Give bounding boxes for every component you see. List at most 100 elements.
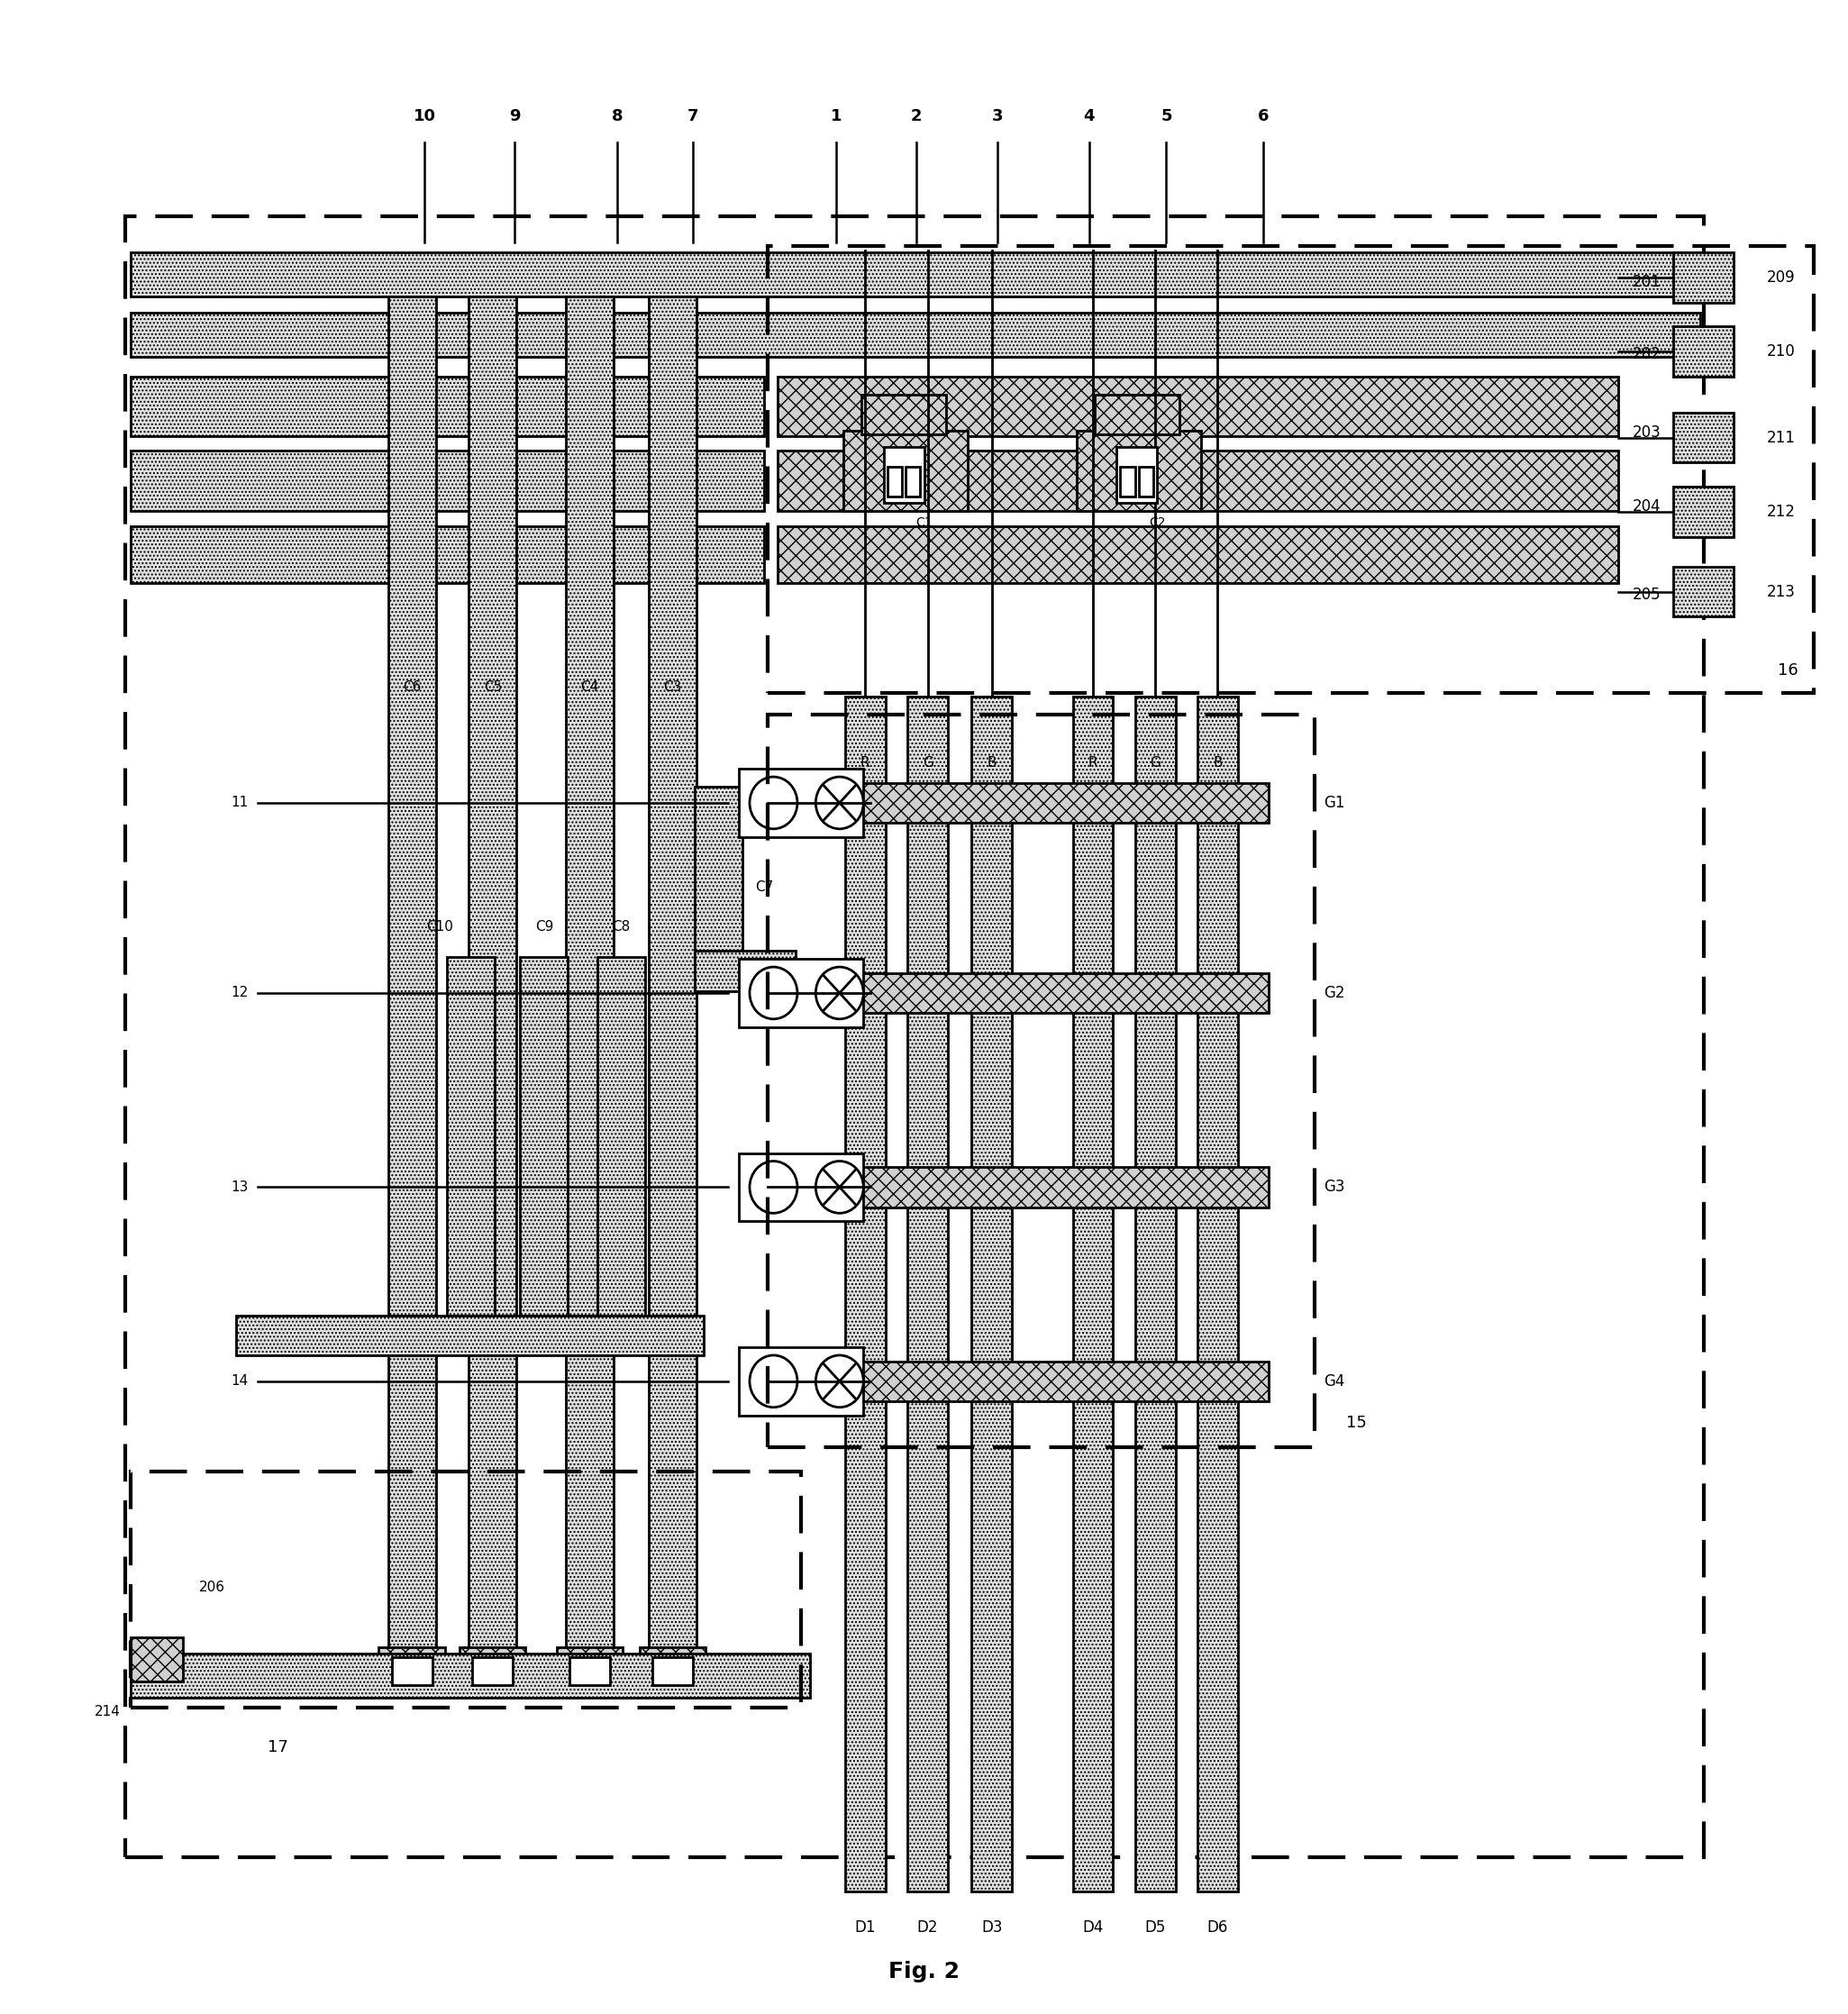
Bar bbox=[131, 1472, 800, 1708]
Text: C6: C6 bbox=[403, 681, 421, 693]
Text: 4: 4 bbox=[1083, 109, 1094, 125]
Bar bbox=[131, 312, 1700, 356]
Text: 3: 3 bbox=[992, 109, 1003, 125]
Bar bbox=[126, 215, 1704, 1857]
Text: 15: 15 bbox=[1345, 1416, 1368, 1432]
Bar bbox=[597, 957, 645, 1351]
Bar bbox=[131, 1637, 183, 1682]
Bar bbox=[1094, 395, 1179, 435]
Bar bbox=[1120, 467, 1135, 497]
Bar bbox=[739, 1347, 863, 1416]
Bar bbox=[131, 377, 765, 437]
Bar bbox=[569, 1658, 610, 1686]
Text: B: B bbox=[987, 755, 996, 769]
Bar bbox=[822, 783, 1270, 824]
Bar bbox=[822, 973, 1270, 1013]
Bar bbox=[1138, 467, 1153, 497]
Text: 9: 9 bbox=[508, 109, 521, 125]
Bar bbox=[739, 769, 863, 838]
Bar bbox=[649, 296, 697, 1651]
Bar bbox=[652, 1658, 693, 1686]
Text: 205: 205 bbox=[1632, 586, 1661, 602]
Bar bbox=[887, 467, 902, 497]
Bar bbox=[565, 296, 614, 1651]
Text: 206: 206 bbox=[200, 1581, 225, 1595]
Text: 13: 13 bbox=[231, 1180, 248, 1194]
Text: 11: 11 bbox=[231, 796, 248, 810]
Text: D4: D4 bbox=[1083, 1919, 1103, 1935]
Bar bbox=[739, 959, 863, 1027]
Bar bbox=[388, 296, 436, 1651]
Bar bbox=[1672, 566, 1733, 616]
Bar bbox=[906, 467, 920, 497]
Text: 2: 2 bbox=[911, 109, 922, 125]
Bar bbox=[473, 1658, 514, 1686]
Bar bbox=[907, 697, 948, 1891]
Bar bbox=[1076, 431, 1201, 512]
Text: 202: 202 bbox=[1632, 346, 1661, 363]
Text: D6: D6 bbox=[1207, 1919, 1229, 1935]
Text: 203: 203 bbox=[1632, 425, 1661, 441]
Bar bbox=[460, 1647, 525, 1692]
Bar bbox=[778, 377, 1617, 437]
Text: G1: G1 bbox=[1325, 796, 1345, 812]
Bar bbox=[769, 246, 1815, 693]
Text: R: R bbox=[861, 755, 870, 769]
Bar bbox=[695, 951, 795, 991]
Bar bbox=[519, 957, 567, 1351]
Text: C8: C8 bbox=[612, 920, 630, 934]
Text: 8: 8 bbox=[612, 109, 623, 125]
Bar bbox=[972, 697, 1013, 1891]
Bar bbox=[1072, 697, 1112, 1891]
Bar bbox=[822, 1361, 1270, 1402]
Bar bbox=[131, 252, 1700, 296]
Text: 14: 14 bbox=[231, 1374, 248, 1388]
Bar bbox=[1672, 252, 1733, 302]
Text: 213: 213 bbox=[1767, 584, 1794, 600]
Text: D5: D5 bbox=[1144, 1919, 1166, 1935]
Text: D1: D1 bbox=[854, 1919, 876, 1935]
Text: 12: 12 bbox=[231, 987, 248, 999]
Bar bbox=[1135, 697, 1175, 1891]
Text: D3: D3 bbox=[981, 1919, 1002, 1935]
Bar bbox=[1672, 326, 1733, 377]
Bar bbox=[556, 1647, 623, 1692]
Text: C5: C5 bbox=[484, 681, 503, 693]
Text: 10: 10 bbox=[414, 109, 436, 125]
Bar bbox=[883, 447, 924, 504]
Bar bbox=[695, 787, 743, 977]
Text: 204: 204 bbox=[1632, 499, 1661, 516]
Bar bbox=[843, 431, 968, 512]
Text: 17: 17 bbox=[268, 1740, 288, 1756]
Text: C1: C1 bbox=[915, 516, 933, 530]
Text: G: G bbox=[922, 755, 933, 769]
Text: R: R bbox=[1088, 755, 1098, 769]
Text: C3: C3 bbox=[663, 681, 682, 693]
Text: G: G bbox=[1149, 755, 1161, 769]
Text: 214: 214 bbox=[94, 1704, 120, 1718]
Text: 16: 16 bbox=[1778, 663, 1798, 679]
Bar bbox=[447, 957, 495, 1351]
Text: G4: G4 bbox=[1325, 1374, 1345, 1390]
Text: G3: G3 bbox=[1325, 1178, 1345, 1194]
Text: Fig. 2: Fig. 2 bbox=[889, 1962, 959, 1982]
Bar bbox=[1198, 697, 1238, 1891]
Text: 210: 210 bbox=[1767, 344, 1794, 361]
Bar bbox=[639, 1647, 706, 1692]
Bar bbox=[778, 451, 1617, 512]
Bar bbox=[379, 1647, 445, 1692]
Bar bbox=[1672, 413, 1733, 463]
Text: 209: 209 bbox=[1767, 270, 1794, 286]
Bar bbox=[469, 296, 517, 1651]
Text: 211: 211 bbox=[1767, 429, 1794, 445]
Text: 201: 201 bbox=[1632, 274, 1661, 290]
Bar bbox=[778, 526, 1617, 582]
Bar bbox=[1116, 447, 1157, 504]
Text: C4: C4 bbox=[580, 681, 599, 693]
Text: G2: G2 bbox=[1325, 985, 1345, 1001]
Text: C2: C2 bbox=[1149, 516, 1166, 530]
Bar bbox=[822, 1168, 1270, 1206]
Bar bbox=[131, 1653, 809, 1698]
Text: 1: 1 bbox=[830, 109, 841, 125]
Bar bbox=[739, 1154, 863, 1220]
